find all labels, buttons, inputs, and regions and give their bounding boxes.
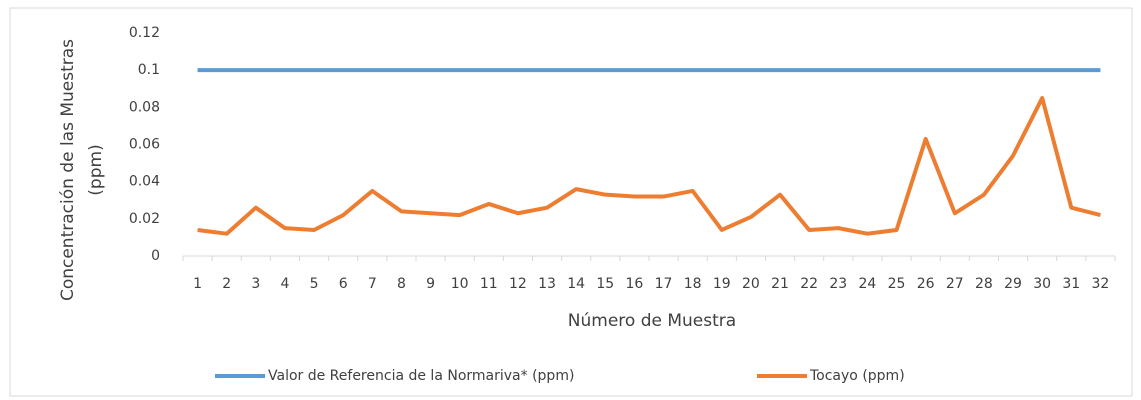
- y-tick-label: 0.04: [129, 174, 160, 190]
- x-tick-label: 6: [339, 276, 348, 292]
- x-tick-label: 25: [888, 276, 906, 292]
- x-tick-label: 1: [193, 276, 202, 292]
- x-tick-label: 28: [975, 276, 993, 292]
- legend-label: Tocayo (ppm): [809, 368, 905, 384]
- y-axis-label: Concentración de las Muestras: [58, 39, 78, 301]
- x-tick-label: 29: [1004, 276, 1022, 292]
- x-tick-label: 7: [368, 276, 377, 292]
- x-tick-label: 18: [684, 276, 702, 292]
- line-series: [197, 96, 1101, 236]
- x-tick-label: 5: [310, 276, 319, 292]
- y-tick-label: 0.08: [129, 99, 160, 115]
- x-tick-label: 20: [742, 276, 760, 292]
- x-tick-label: 12: [509, 276, 527, 292]
- x-tick-label: 3: [251, 276, 260, 292]
- x-tick-label: 27: [946, 276, 964, 292]
- x-tick-label: 17: [655, 276, 673, 292]
- x-tick-label: 9: [426, 276, 435, 292]
- x-tick-label: 22: [800, 276, 818, 292]
- y-tick-label: 0: [151, 248, 160, 264]
- y-tick-label: 0.06: [129, 137, 160, 153]
- x-axis-label: Número de Muestra: [568, 311, 736, 331]
- legend-label: Valor de Referencia de la Normariva* (pp…: [268, 368, 574, 384]
- x-tick-label: 13: [538, 276, 556, 292]
- x-tick-label: 10: [451, 276, 469, 292]
- x-tick-label: 21: [771, 276, 789, 292]
- x-tick-label: 2: [222, 276, 231, 292]
- x-tick-label: 14: [567, 276, 585, 292]
- chart-frame: [9, 7, 1133, 397]
- y-tick-label: 0.12: [129, 25, 160, 41]
- y-tick-label: 0.02: [129, 211, 160, 227]
- x-tick-label: 23: [829, 276, 847, 292]
- x-tick-label: 30: [1033, 276, 1051, 292]
- y-axis-label: (ppm): [86, 144, 106, 195]
- x-tick-label: 15: [596, 276, 614, 292]
- x-tick-label: 19: [713, 276, 731, 292]
- x-tick-label: 26: [917, 276, 935, 292]
- x-tick-label: 16: [626, 276, 644, 292]
- x-tick-label: 31: [1062, 276, 1080, 292]
- x-tick-label: 8: [397, 276, 406, 292]
- y-tick-label: 0.1: [138, 62, 160, 78]
- x-tick-label: 32: [1092, 276, 1110, 292]
- x-tick-label: 11: [480, 276, 498, 292]
- x-tick-label: 24: [859, 276, 877, 292]
- x-tick-label: 4: [280, 276, 289, 292]
